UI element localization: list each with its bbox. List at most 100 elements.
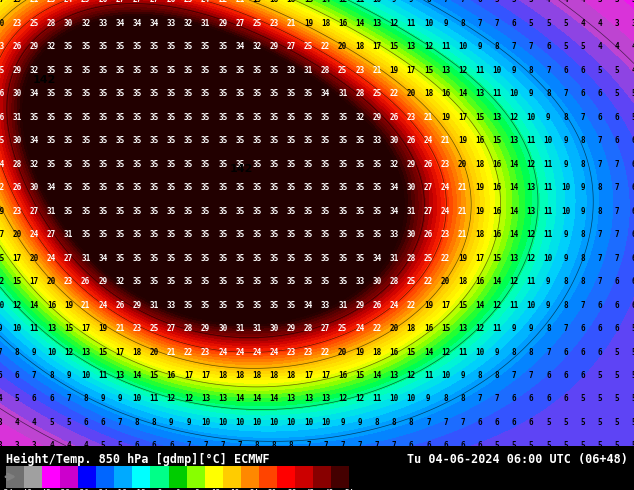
Text: -38: -38 [56, 489, 70, 490]
Text: 33: 33 [389, 230, 399, 239]
Text: 22: 22 [441, 254, 450, 263]
Text: 24: 24 [64, 0, 73, 4]
Text: 5: 5 [512, 0, 516, 4]
Text: 7: 7 [358, 441, 362, 450]
Text: 33: 33 [355, 277, 365, 286]
Text: 35: 35 [218, 160, 228, 169]
Text: 4: 4 [83, 441, 88, 450]
Text: 35: 35 [133, 230, 142, 239]
Text: 35: 35 [321, 113, 330, 122]
Text: 34: 34 [30, 89, 39, 98]
Text: 3: 3 [631, 0, 634, 4]
Text: 9: 9 [340, 418, 345, 427]
Text: 35: 35 [201, 254, 210, 263]
Text: 33: 33 [287, 66, 296, 75]
Text: 6: 6 [546, 43, 551, 51]
Text: 21: 21 [167, 347, 176, 357]
Text: 35: 35 [167, 207, 176, 216]
Text: 9: 9 [580, 183, 585, 192]
Text: 21: 21 [30, 0, 39, 4]
Text: 5: 5 [495, 441, 499, 450]
Text: 23: 23 [13, 19, 22, 28]
Text: -18: -18 [113, 489, 127, 490]
Text: 18: 18 [475, 230, 484, 239]
Text: 27: 27 [30, 207, 39, 216]
Text: 6: 6 [152, 441, 157, 450]
Text: 6: 6 [0, 371, 3, 380]
Text: 34: 34 [321, 89, 330, 98]
Text: 35: 35 [321, 183, 330, 192]
Text: 10: 10 [252, 418, 262, 427]
Text: 11: 11 [150, 394, 159, 403]
Text: 26: 26 [115, 300, 124, 310]
Text: 8: 8 [272, 441, 276, 450]
Text: 35: 35 [167, 254, 176, 263]
Text: 17: 17 [0, 230, 4, 239]
Text: 4: 4 [546, 0, 551, 4]
Text: 7: 7 [597, 136, 602, 146]
Text: 35: 35 [269, 183, 279, 192]
Text: 9: 9 [477, 43, 482, 51]
Text: 35: 35 [150, 136, 159, 146]
Text: 13: 13 [458, 324, 467, 333]
Text: 19: 19 [304, 19, 313, 28]
Text: 8: 8 [15, 347, 20, 357]
Text: 3: 3 [614, 0, 619, 4]
Text: 5: 5 [529, 441, 533, 450]
Text: 10: 10 [475, 347, 484, 357]
Text: 20: 20 [47, 277, 56, 286]
Text: 24: 24 [252, 347, 262, 357]
Text: 23: 23 [355, 66, 365, 75]
Text: 24: 24 [424, 136, 433, 146]
Text: 33: 33 [372, 136, 382, 146]
Text: 10: 10 [406, 394, 416, 403]
Text: 19: 19 [355, 347, 365, 357]
Text: 14: 14 [510, 230, 519, 239]
Text: 13: 13 [218, 394, 228, 403]
Text: 7: 7 [614, 254, 619, 263]
Text: 14: 14 [372, 371, 382, 380]
Text: 12: 12 [510, 113, 519, 122]
Text: 35: 35 [81, 89, 90, 98]
Text: 10: 10 [389, 394, 399, 403]
Text: 5: 5 [512, 441, 516, 450]
Text: 19: 19 [475, 207, 484, 216]
Text: 14: 14 [321, 0, 330, 4]
Text: 28: 28 [406, 254, 416, 263]
Text: 6: 6 [495, 418, 499, 427]
Text: 12: 12 [211, 489, 220, 490]
Text: 17: 17 [475, 254, 484, 263]
Text: 28: 28 [13, 160, 22, 169]
Text: 31: 31 [235, 324, 245, 333]
Text: 8: 8 [580, 277, 585, 286]
Text: 35: 35 [98, 136, 107, 146]
Text: 6: 6 [563, 394, 568, 403]
Text: 9: 9 [443, 19, 448, 28]
Text: 5: 5 [631, 89, 634, 98]
Text: 14: 14 [458, 89, 467, 98]
Text: 21: 21 [441, 136, 450, 146]
Text: 5: 5 [631, 113, 634, 122]
Text: 9: 9 [0, 324, 3, 333]
Text: 6: 6 [546, 394, 551, 403]
Text: 24: 24 [47, 254, 56, 263]
Text: 4: 4 [580, 19, 585, 28]
Text: 6: 6 [83, 418, 88, 427]
Text: 16: 16 [287, 0, 296, 4]
Text: 13: 13 [201, 394, 210, 403]
Text: 35: 35 [252, 207, 262, 216]
Text: 31: 31 [252, 324, 262, 333]
Text: 10: 10 [321, 418, 330, 427]
Text: 5: 5 [631, 418, 634, 427]
Text: 4: 4 [32, 418, 37, 427]
Text: 15: 15 [355, 371, 365, 380]
Bar [276, 466, 295, 488]
Text: 30: 30 [406, 183, 416, 192]
Text: 35: 35 [201, 136, 210, 146]
Text: 7: 7 [340, 441, 345, 450]
Text: 12: 12 [64, 347, 73, 357]
Text: 18: 18 [230, 489, 239, 490]
Bar [169, 466, 186, 488]
Text: 8: 8 [580, 230, 585, 239]
Text: 31: 31 [201, 19, 210, 28]
